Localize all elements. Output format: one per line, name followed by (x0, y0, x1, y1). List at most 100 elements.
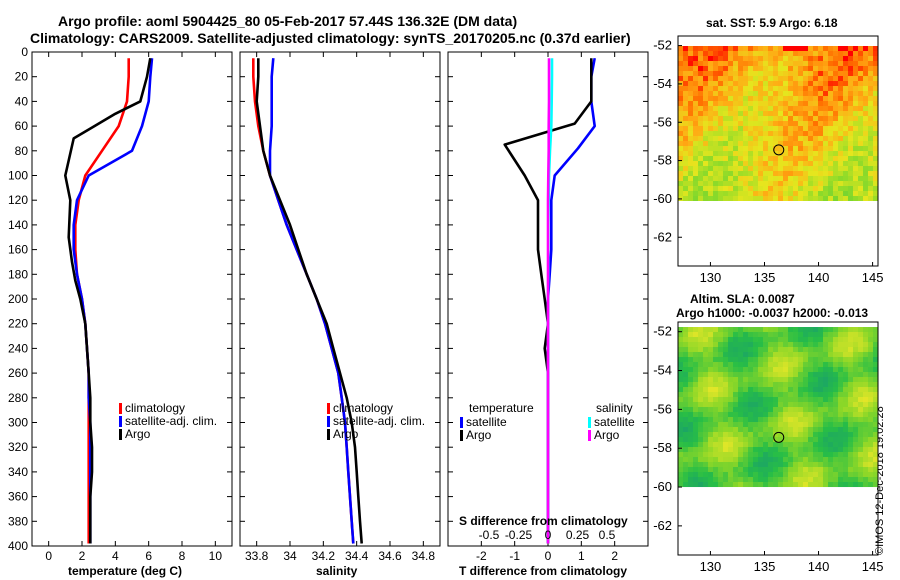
map-cell (848, 186, 853, 191)
map-cell (773, 352, 778, 357)
map-cell (823, 96, 828, 101)
map-cell (738, 462, 743, 467)
map-cell (683, 412, 688, 417)
map-cell (763, 407, 768, 412)
map-cell (843, 131, 848, 136)
map-cell (683, 61, 688, 66)
map-cell (848, 452, 853, 457)
map-cell (858, 116, 863, 121)
map-cell (688, 136, 693, 141)
map-cell (758, 462, 763, 467)
map-cell (793, 452, 798, 457)
map-cell (763, 91, 768, 96)
map-cell (698, 136, 703, 141)
map-cell (848, 392, 853, 397)
map-cell (748, 171, 753, 176)
map-cell (873, 457, 878, 462)
map-cell (748, 111, 753, 116)
map-cell (863, 51, 868, 56)
map-cell (848, 322, 853, 327)
map-cell (743, 176, 748, 181)
difference-series-s-argo (546, 58, 551, 544)
map-cell (868, 141, 873, 146)
map-cell (758, 51, 763, 56)
temperature-legend-swatch (119, 403, 122, 414)
map-cell (773, 96, 778, 101)
map-cell (743, 417, 748, 422)
map-cell (778, 81, 783, 86)
map-cell (758, 322, 763, 327)
map-cell (698, 131, 703, 136)
map-cell (728, 457, 733, 462)
map-cell (823, 61, 828, 66)
map-cell (713, 116, 718, 121)
map-cell (743, 191, 748, 196)
map-cell (678, 342, 683, 347)
map-cell (698, 337, 703, 342)
map-cell (713, 322, 718, 327)
map-cell (698, 367, 703, 372)
depth-tick-label: 80 (15, 144, 29, 158)
map-cell (738, 131, 743, 136)
map-cell (748, 357, 753, 362)
map-cell (813, 116, 818, 121)
map-cell (813, 327, 818, 332)
map-cell (813, 482, 818, 487)
map-cell (743, 442, 748, 447)
map-cell (793, 332, 798, 337)
map-cell (873, 397, 878, 402)
map-cell (788, 46, 793, 51)
map-cell (788, 437, 793, 442)
map-cell (753, 41, 758, 46)
map-cell (858, 472, 863, 477)
salinity-xtick-label: 34 (283, 549, 297, 563)
map-cell (813, 322, 818, 327)
map-cell (868, 111, 873, 116)
map-cell (708, 412, 713, 417)
map-cell (813, 201, 818, 203)
map-cell (848, 402, 853, 407)
map-cell (708, 387, 713, 392)
map-cell (678, 412, 683, 417)
map-cell (793, 402, 798, 407)
map-cell (813, 337, 818, 342)
map-cell (828, 467, 833, 472)
map-cell (758, 141, 763, 146)
map-cell (713, 106, 718, 111)
map-cell (683, 357, 688, 362)
map-cell (788, 136, 793, 141)
map-cell (688, 101, 693, 106)
map-cell (723, 477, 728, 482)
map-cell (838, 56, 843, 61)
map-cell (773, 447, 778, 452)
map-cell (693, 402, 698, 407)
map-cell (718, 81, 723, 86)
map-cell (848, 121, 853, 126)
map-cell (813, 397, 818, 402)
map-cell (828, 407, 833, 412)
map-cell (758, 467, 763, 472)
map-cell (808, 196, 813, 201)
map-cell (868, 462, 873, 467)
map-cell (768, 357, 773, 362)
map-cell (818, 437, 823, 442)
map-cell (753, 186, 758, 191)
map-cell (718, 66, 723, 71)
map-cell (818, 352, 823, 357)
map-cell (733, 442, 738, 447)
map-cell (743, 156, 748, 161)
map-cell (723, 176, 728, 181)
map-cell (703, 101, 708, 106)
map-cell (718, 161, 723, 166)
map-cell (858, 397, 863, 402)
map-cell (873, 196, 878, 201)
map-cell (713, 402, 718, 407)
map-cell (853, 452, 858, 457)
map-cell (758, 397, 763, 402)
map-cell (868, 116, 873, 121)
depth-tick-label: 180 (8, 267, 28, 281)
map-cell (678, 472, 683, 477)
map-cell (733, 106, 738, 111)
map-cell (818, 412, 823, 417)
map-cell (728, 342, 733, 347)
